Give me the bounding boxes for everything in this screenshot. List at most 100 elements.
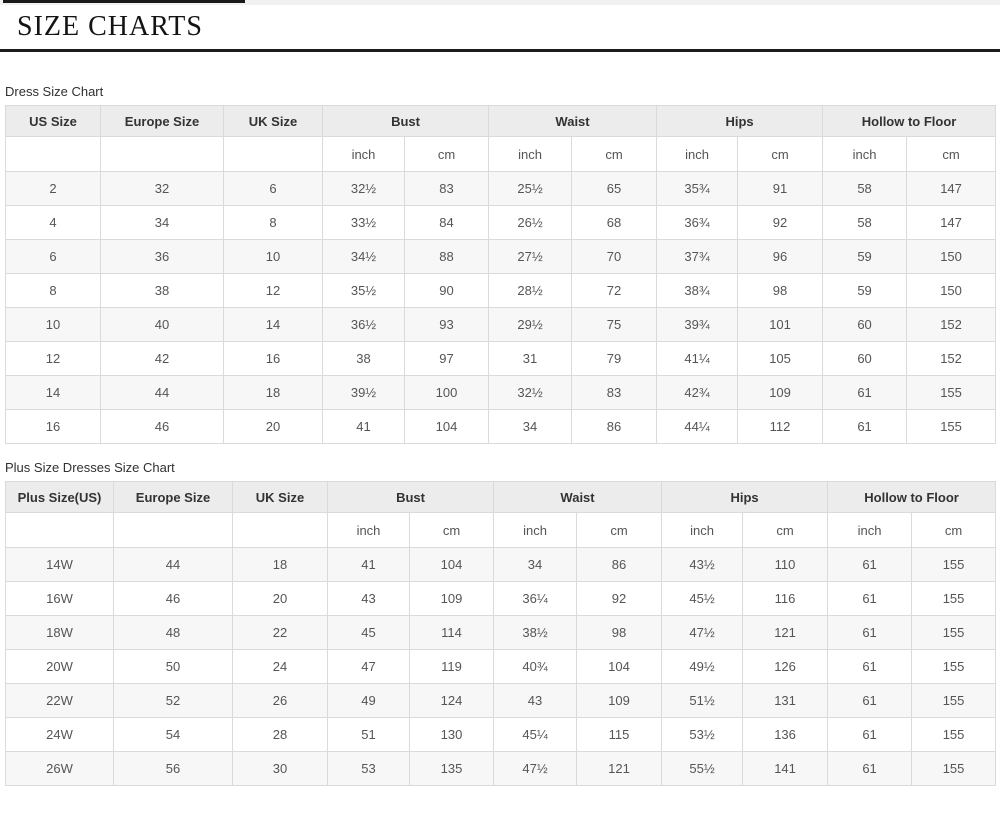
table-row: 26W 56 30 53 135 47½ 121 55½ 141 61 155: [5, 751, 997, 786]
data-cell: 14W: [5, 547, 114, 582]
data-cell: 2: [5, 171, 101, 206]
data-cell: 26½: [488, 205, 573, 240]
header-group-cell: Hollow to Floor: [827, 481, 997, 513]
data-cell: 61: [827, 717, 913, 752]
unit-cell: cm: [403, 136, 490, 172]
data-cell: 39¾: [656, 307, 739, 342]
data-cell: 92: [737, 205, 824, 240]
data-cell: 109: [576, 683, 663, 718]
data-cell: 147: [906, 171, 997, 206]
unit-row: inch cm inch cm inch cm inch cm: [5, 136, 997, 172]
data-cell: 155: [911, 581, 997, 616]
data-cell: 91: [737, 171, 824, 206]
top-edge-line: [3, 0, 245, 3]
data-cell: 44: [113, 547, 233, 582]
data-cell: 55½: [661, 751, 744, 786]
data-cell: 34: [100, 205, 224, 240]
blank-cell: [5, 512, 114, 548]
unit-cell: cm: [408, 512, 495, 548]
data-cell: 53: [327, 751, 410, 786]
data-cell: 52: [113, 683, 233, 718]
data-cell: 36¼: [493, 581, 578, 616]
unit-cell: cm: [742, 512, 829, 548]
data-cell: 39½: [322, 375, 405, 410]
data-cell: 35¾: [656, 171, 739, 206]
data-cell: 40: [100, 307, 224, 342]
data-cell: 130: [408, 717, 495, 752]
data-cell: 86: [571, 409, 658, 444]
plus-size-chart-table: Plus Size(US) Europe Size UK Size Bust Waist…: [5, 481, 997, 786]
unit-cell: inch: [327, 512, 410, 548]
data-cell: 32½: [322, 171, 405, 206]
data-cell: 49½: [661, 649, 744, 684]
data-cell: 126: [742, 649, 829, 684]
data-cell: 29½: [488, 307, 573, 342]
data-cell: 136: [742, 717, 829, 752]
data-cell: 37¾: [656, 239, 739, 274]
data-cell: 112: [737, 409, 824, 444]
data-cell: 68: [571, 205, 658, 240]
data-cell: 40¾: [493, 649, 578, 684]
data-cell: 79: [571, 341, 658, 376]
header-row: Plus Size(US) Europe Size UK Size Bust Waist…: [5, 481, 997, 513]
data-cell: 51: [327, 717, 410, 752]
data-cell: 32½: [488, 375, 573, 410]
unit-cell: inch: [488, 136, 573, 172]
data-cell: 38½: [493, 615, 578, 650]
table-row: 4 34 8 33½ 84 26½ 68 36¾ 92 58 147: [5, 205, 997, 240]
header-cell: Plus Size(US): [5, 481, 114, 513]
data-cell: 35½: [322, 273, 405, 308]
data-cell: 4: [5, 205, 101, 240]
data-cell: 93: [403, 307, 490, 342]
dress-size-chart-label: Dress Size Chart: [5, 84, 104, 99]
header-cell: UK Size: [232, 481, 328, 513]
data-cell: 155: [911, 547, 997, 582]
unit-cell: inch: [322, 136, 405, 172]
data-cell: 18: [223, 375, 323, 410]
data-cell: 20: [223, 409, 323, 444]
table-row: 12 42 16 38 97 31 79 41¼ 105 60 152: [5, 341, 997, 376]
data-cell: 109: [408, 581, 495, 616]
unit-cell: cm: [906, 136, 997, 172]
data-cell: 24: [232, 649, 328, 684]
data-cell: 58: [822, 205, 908, 240]
data-cell: 36½: [322, 307, 405, 342]
data-cell: 83: [571, 375, 658, 410]
data-cell: 75: [571, 307, 658, 342]
data-cell: 44: [100, 375, 224, 410]
data-cell: 124: [408, 683, 495, 718]
data-cell: 30: [232, 751, 328, 786]
data-cell: 20: [232, 581, 328, 616]
data-cell: 54: [113, 717, 233, 752]
data-cell: 61: [827, 615, 913, 650]
unit-cell: cm: [576, 512, 663, 548]
data-cell: 27½: [488, 239, 573, 274]
data-cell: 48: [113, 615, 233, 650]
header-group-cell: Hips: [656, 105, 824, 137]
data-cell: 44¼: [656, 409, 739, 444]
data-cell: 98: [737, 273, 824, 308]
table-row: 16 46 20 41 104 34 86 44¼ 112 61 155: [5, 409, 997, 444]
unit-cell: inch: [822, 136, 908, 172]
data-cell: 98: [576, 615, 663, 650]
table-row: 14W 44 18 41 104 34 86 43½ 110 61 155: [5, 547, 997, 582]
data-cell: 36: [100, 239, 224, 274]
data-cell: 16: [223, 341, 323, 376]
data-cell: 43: [493, 683, 578, 718]
header-group-cell: Bust: [326, 481, 495, 513]
data-cell: 61: [822, 409, 908, 444]
data-cell: 97: [403, 341, 490, 376]
data-cell: 10: [223, 239, 323, 274]
data-cell: 28: [232, 717, 328, 752]
unit-cell: cm: [737, 136, 824, 172]
data-cell: 92: [576, 581, 663, 616]
data-cell: 31: [488, 341, 573, 376]
data-cell: 65: [571, 171, 658, 206]
page-header: SIZE CHARTS: [0, 5, 1000, 52]
data-cell: 88: [403, 239, 490, 274]
data-cell: 34: [488, 409, 573, 444]
data-cell: 22: [232, 615, 328, 650]
data-cell: 34: [493, 547, 578, 582]
data-cell: 43½: [661, 547, 744, 582]
table-row: 22W 52 26 49 124 43 109 51½ 131 61 155: [5, 683, 997, 718]
